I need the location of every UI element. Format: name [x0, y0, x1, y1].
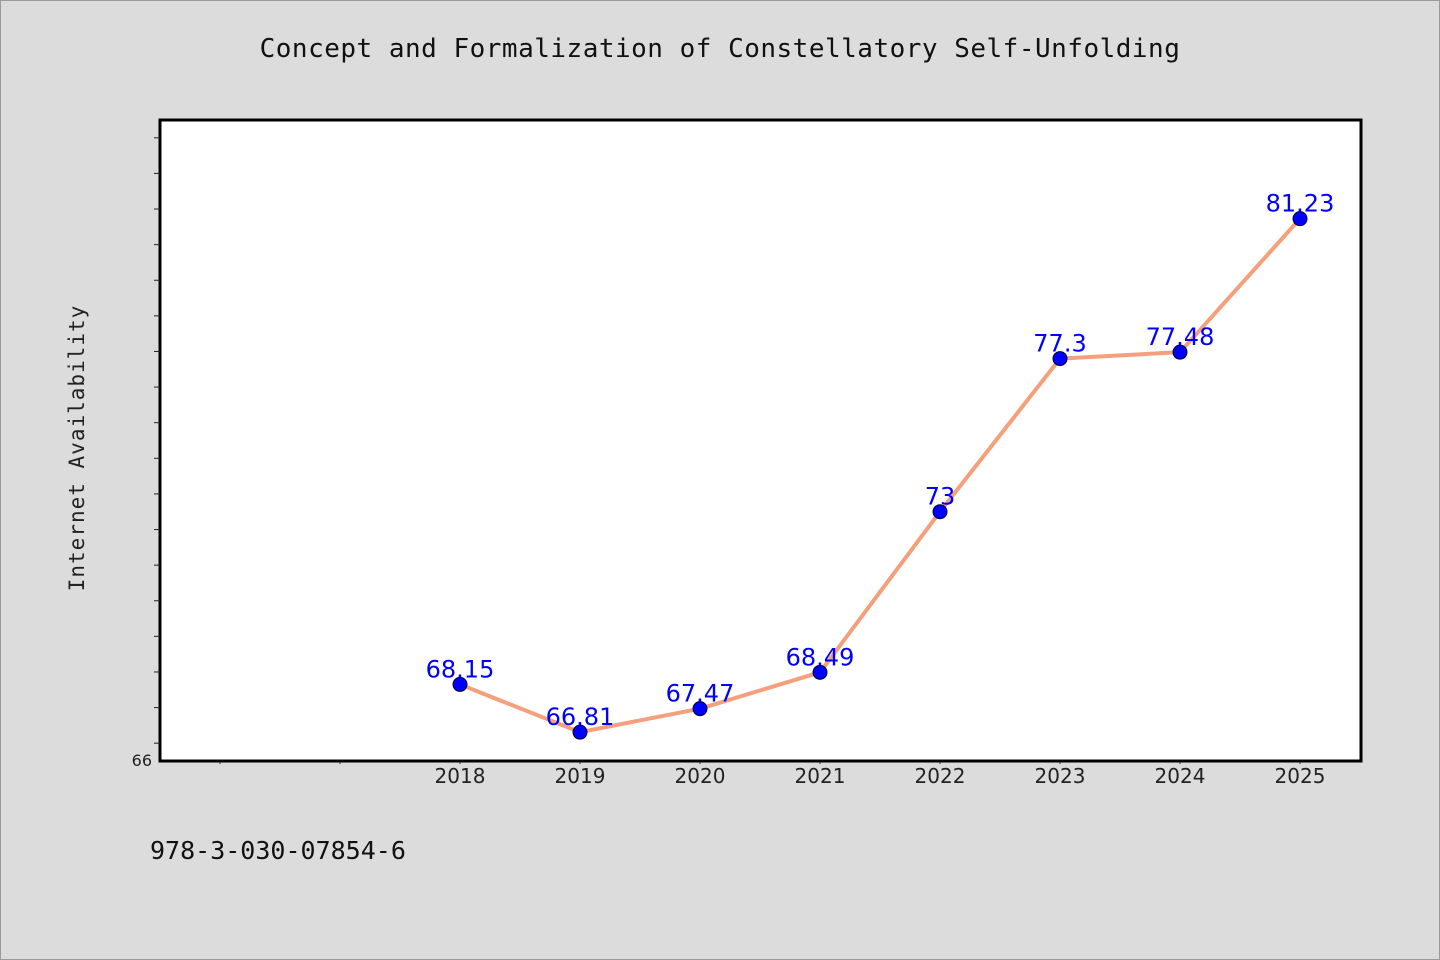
x-tick-label: 2021 — [795, 764, 846, 788]
x-tick-label: 2024 — [1155, 764, 1206, 788]
data-point — [812, 664, 828, 680]
data-label: 67.47 — [666, 680, 735, 708]
x-tick-label: 2023 — [1035, 764, 1086, 788]
series: 68.15 66.81 67.47 68.49 73 77.3 77.48 81.23 — [426, 190, 1335, 740]
y-tick-label-min: 66 — [132, 751, 152, 770]
data-label: 68.49 — [786, 643, 855, 671]
chart-title: Concept and Formalization of Constellato… — [259, 34, 1181, 64]
series-line — [459, 217, 1302, 735]
data-label: 73 — [925, 483, 956, 511]
x-tick-label: 2022 — [915, 764, 966, 788]
data-point — [692, 701, 708, 717]
data-point — [1172, 344, 1188, 360]
data-point — [572, 724, 588, 740]
data-point — [452, 676, 468, 692]
x-tick-label: 2025 — [1275, 764, 1326, 788]
data-label: 77.48 — [1146, 323, 1215, 351]
data-point — [932, 504, 948, 520]
x-tick-label: 2020 — [675, 764, 726, 788]
data-label: 68.15 — [426, 655, 495, 683]
data-label: 77.3 — [1033, 330, 1086, 358]
data-point — [1052, 351, 1068, 367]
x-tick-label: 2019 — [555, 764, 606, 788]
plot-area — [158, 118, 1363, 763]
x-axis-ticks: 2018 2019 2020 2021 2022 2023 2024 2025 — [219, 761, 1326, 788]
x-tick-label: 2018 — [435, 764, 486, 788]
data-label: 66.81 — [546, 703, 615, 731]
isbn-text: 978-3-030-07854-6 — [150, 836, 406, 865]
data-point — [1292, 211, 1308, 227]
data-label: 81.23 — [1266, 190, 1335, 218]
y-axis-ticks — [154, 137, 160, 744]
